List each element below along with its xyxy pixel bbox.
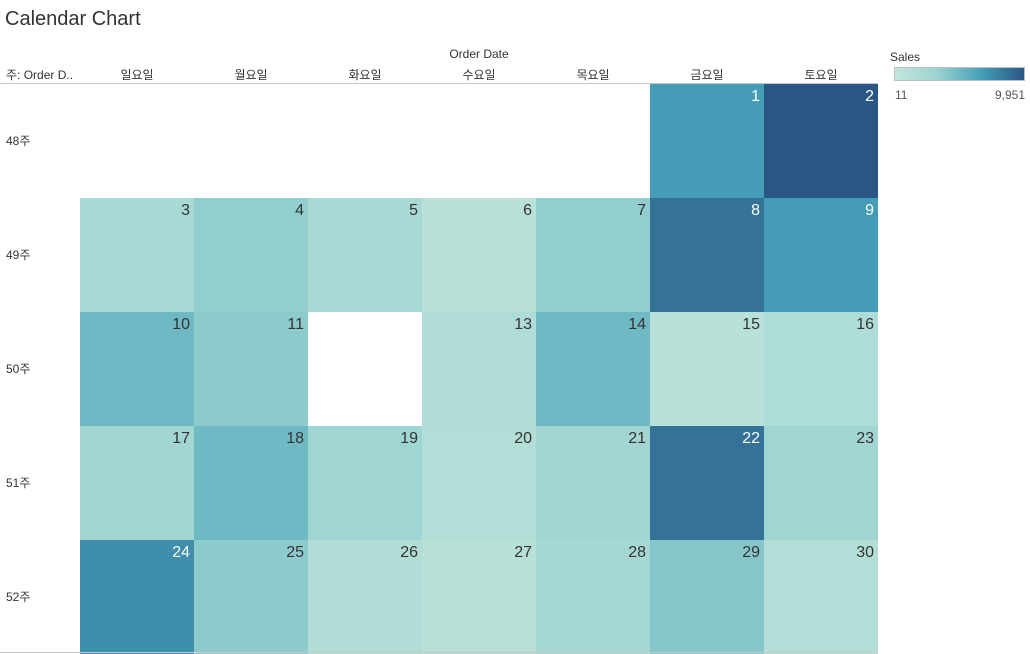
cell-date-label: 28	[628, 544, 646, 561]
calendar-cell[interactable]: 28	[536, 540, 650, 654]
legend-min-label: 11	[895, 88, 908, 102]
calendar-cell[interactable]: 11	[194, 312, 308, 426]
cell-date-label: 14	[628, 316, 646, 333]
cell-date-label: 25	[286, 544, 304, 561]
cell-date-label: 15	[742, 316, 760, 333]
calendar-cell[interactable]: 2	[764, 84, 878, 198]
week-label[interactable]: 51주	[6, 476, 31, 490]
calendar-cell[interactable]: 27	[422, 540, 536, 654]
calendar-cell[interactable]: 26	[308, 540, 422, 654]
calendar-cell[interactable]: 22	[650, 426, 764, 540]
calendar-cell[interactable]: 15	[650, 312, 764, 426]
day-header[interactable]: 월요일	[234, 68, 268, 82]
cell-date-label: 1	[751, 88, 760, 105]
day-header[interactable]: 토요일	[804, 68, 838, 82]
cell-date-label: 13	[514, 316, 532, 333]
calendar-cell[interactable]: 23	[764, 426, 878, 540]
calendar-cell[interactable]: 5	[308, 198, 422, 312]
calendar-cell[interactable]: 30	[764, 540, 878, 654]
cell-date-label: 10	[172, 316, 190, 333]
day-header[interactable]: 수요일	[462, 68, 496, 82]
bottom-divider	[0, 652, 878, 653]
calendar-cell[interactable]: 24	[80, 540, 194, 654]
page-title: Calendar Chart	[5, 8, 141, 30]
day-header[interactable]: 화요일	[348, 68, 382, 82]
cell-date-label: 7	[637, 202, 646, 219]
calendar-cell[interactable]: 7	[536, 198, 650, 312]
cell-date-label: 24	[172, 544, 190, 561]
cell-date-label: 2	[865, 88, 874, 105]
day-header[interactable]: 일요일	[120, 68, 154, 82]
calendar-cell[interactable]: 14	[536, 312, 650, 426]
cell-date-label: 17	[172, 430, 190, 447]
header-divider	[0, 83, 878, 84]
calendar-cell[interactable]: 8	[650, 198, 764, 312]
day-header[interactable]: 금요일	[690, 68, 724, 82]
calendar-cell[interactable]: 9	[764, 198, 878, 312]
calendar-cell[interactable]: 3	[80, 198, 194, 312]
calendar-cell[interactable]: 1	[650, 84, 764, 198]
calendar-cell[interactable]: 6	[422, 198, 536, 312]
calendar-cell[interactable]: 13	[422, 312, 536, 426]
calendar-cell[interactable]: 21	[536, 426, 650, 540]
cell-date-label: 3	[181, 202, 190, 219]
calendar-cell[interactable]: 20	[422, 426, 536, 540]
legend-title: Sales	[890, 50, 921, 64]
cell-date-label: 18	[286, 430, 304, 447]
week-label[interactable]: 49주	[6, 248, 31, 262]
calendar-cell[interactable]: 16	[764, 312, 878, 426]
cell-date-label: 6	[523, 202, 532, 219]
cell-date-label: 20	[514, 430, 532, 447]
cell-date-label: 11	[287, 316, 304, 333]
cell-date-label: 23	[856, 430, 874, 447]
cell-date-label: 8	[751, 202, 760, 219]
calendar-cell[interactable]: 18	[194, 426, 308, 540]
day-header[interactable]: 목요일	[576, 68, 610, 82]
week-label[interactable]: 48주	[6, 134, 31, 148]
cell-date-label: 29	[742, 544, 760, 561]
cell-date-label: 26	[400, 544, 418, 561]
cell-date-label: 16	[856, 316, 874, 333]
calendar-cell[interactable]: 4	[194, 198, 308, 312]
week-label[interactable]: 50주	[6, 362, 31, 376]
calendar-cell[interactable]: 29	[650, 540, 764, 654]
week-label[interactable]: 52주	[6, 590, 31, 604]
row-field-label[interactable]: 주: Order D..	[6, 68, 74, 82]
cell-date-label: 21	[628, 430, 646, 447]
cell-date-label: 22	[742, 430, 760, 447]
cell-date-label: 9	[865, 202, 874, 219]
calendar-cell[interactable]: 25	[194, 540, 308, 654]
legend-max-label: 9,951	[994, 88, 1025, 102]
cell-date-label: 5	[409, 202, 418, 219]
cell-date-label: 30	[856, 544, 874, 561]
cell-date-label: 4	[295, 202, 304, 219]
cell-date-label: 19	[400, 430, 418, 447]
calendar-cell[interactable]: 10	[80, 312, 194, 426]
column-field-label: Order Date	[449, 47, 509, 61]
calendar-cell[interactable]: 17	[80, 426, 194, 540]
cell-date-label: 27	[514, 544, 532, 561]
legend-gradient[interactable]	[894, 67, 1025, 81]
calendar-cell[interactable]: 19	[308, 426, 422, 540]
